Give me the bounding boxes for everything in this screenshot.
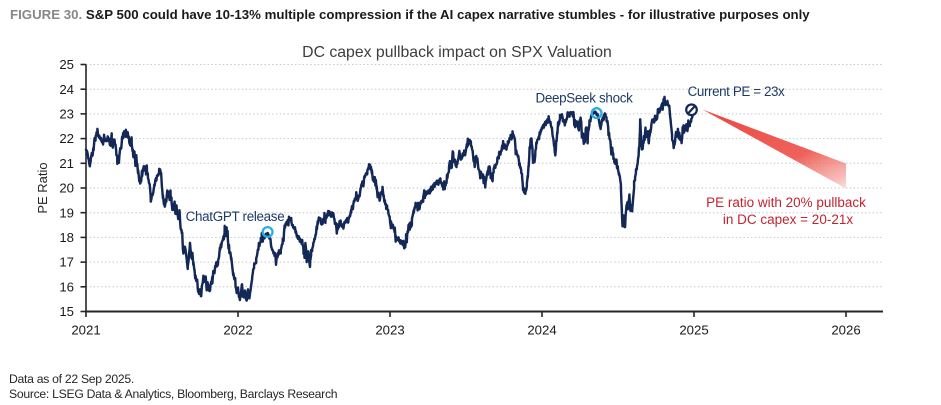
svg-text:PE ratio with 20% pullback: PE ratio with 20% pullback [706, 195, 866, 210]
svg-text:ChatGPT release: ChatGPT release [186, 209, 285, 224]
svg-text:DC capex pullback impact on SP: DC capex pullback impact on SPX Valuatio… [302, 44, 612, 61]
svg-text:2023: 2023 [375, 323, 404, 338]
svg-text:24: 24 [59, 82, 74, 97]
svg-text:DeepSeek shock: DeepSeek shock [535, 91, 633, 106]
svg-text:19: 19 [59, 205, 74, 220]
svg-text:2025: 2025 [679, 323, 708, 338]
svg-text:16: 16 [59, 279, 74, 294]
svg-text:23: 23 [59, 107, 74, 122]
svg-text:22: 22 [59, 131, 74, 146]
svg-text:2021: 2021 [71, 323, 100, 338]
svg-text:21: 21 [59, 156, 74, 171]
svg-text:18: 18 [59, 230, 74, 245]
svg-text:25: 25 [59, 57, 74, 72]
svg-text:15: 15 [59, 304, 74, 319]
svg-text:PE Ratio: PE Ratio [35, 162, 50, 213]
svg-text:2024: 2024 [527, 323, 556, 338]
svg-text:2022: 2022 [223, 323, 252, 338]
svg-text:17: 17 [59, 255, 74, 270]
svg-text:in DC capex = 20-21x: in DC capex = 20-21x [723, 212, 853, 227]
svg-text:Current PE = 23x: Current PE = 23x [688, 84, 785, 99]
svg-text:20: 20 [59, 181, 74, 196]
svg-text:2026: 2026 [831, 323, 860, 338]
